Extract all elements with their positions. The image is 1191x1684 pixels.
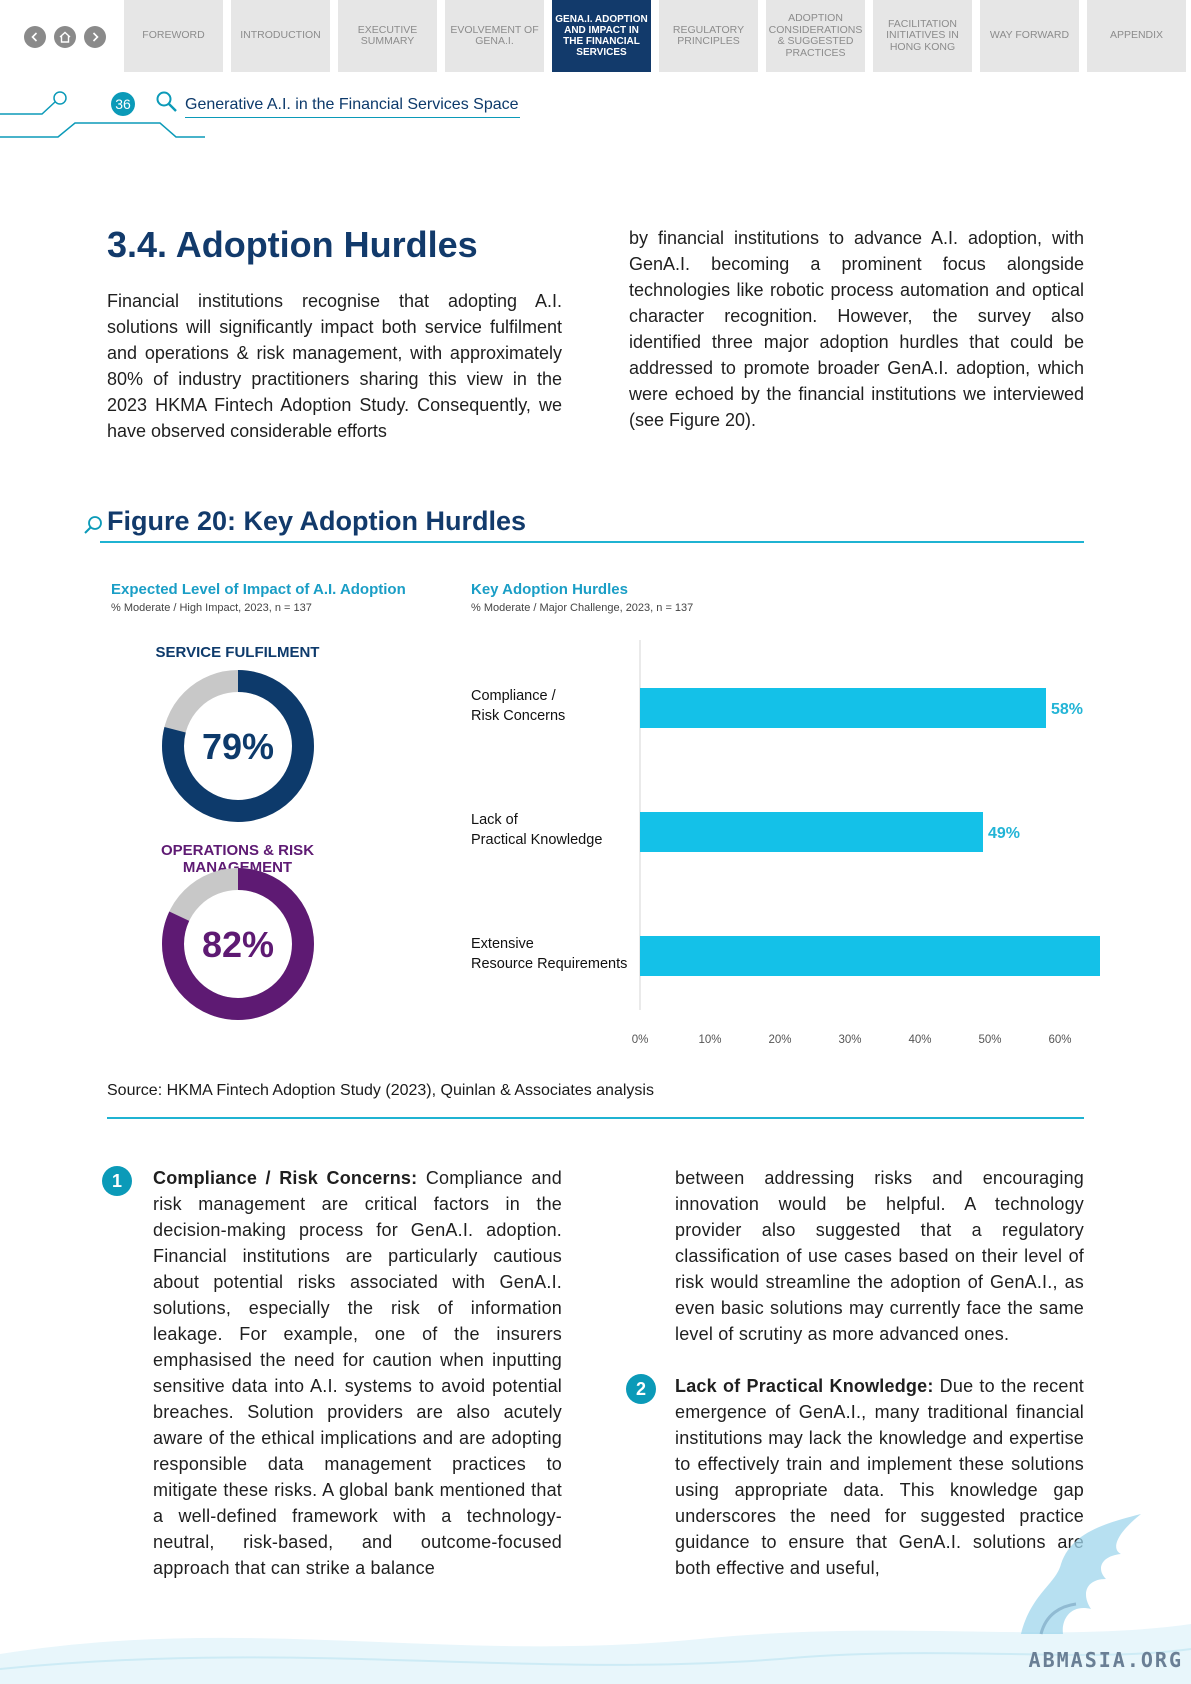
tab-evolvement[interactable]: EVOLVEMENT OF GenA.I. [445,0,544,72]
decorative-wave [0,1624,1191,1684]
intro-paragraph-right: by financial institutions to advance A.I… [629,228,1084,430]
tab-regulatory-principles[interactable]: REGULATORY PRINCIPLES [659,0,758,72]
divider [100,541,1084,543]
figure-source: Source: HKMA Fintech Adoption Study (202… [107,1082,654,1099]
divider [185,117,520,118]
hurdles-bar-chart: 58% Compliance / Risk Concerns 49% Lack of Pr… [471,640,1100,1046]
home-icon[interactable] [54,26,76,48]
hurdle-1-paragraph-continued: between addressing risks and encouraging… [675,1168,1084,1344]
search-icon [156,91,177,112]
bar [640,936,1100,976]
category-label: Resource Requirements [471,956,627,972]
forward-arrow-icon[interactable] [84,26,106,48]
section-heading: 3.4. Adoption Hurdles [107,224,478,265]
bar-value-label: 49% [988,825,1020,842]
dragon-logo-icon [1021,1514,1141,1635]
donut-chart-operations-risk: 82% [162,868,314,1020]
page-navigation [24,26,106,48]
donut-panel-title: Expected Level of Impact of A.I. Adoptio… [111,581,406,598]
hurdle-2-title: Lack of Practical Knowledge: [675,1376,934,1396]
donut-panel-subtitle: % Moderate / High Impact, 2023, n = 137 [111,602,312,614]
page-number-badge: 36 [111,92,135,116]
back-arrow-icon[interactable] [24,26,46,48]
donut-value-label: 82% [202,924,274,965]
donut-value-arc [162,868,314,1020]
category-label: Extensive [471,936,534,952]
tab-foreword[interactable]: FOREWORD [124,0,223,72]
intro-paragraph-left: Financial institutions recognise that ad… [107,291,562,441]
hurdle-1-text: Compliance and risk management are criti… [153,1168,562,1578]
bar [640,812,983,852]
hurdle-1-title: Compliance / Risk Concerns: [153,1168,418,1188]
tab-appendix[interactable]: APPENDIX [1087,0,1186,72]
bar-panel-subtitle: % Moderate / Major Challenge, 2023, n = … [471,602,694,614]
donut-value-arc [162,670,314,822]
x-tick-label: 10% [698,1034,721,1046]
x-tick-label: 30% [838,1034,861,1046]
document-title: Generative A.I. in the Financial Service… [185,96,519,113]
hurdle-2-text: Due to the recent emergence of GenA.I., … [675,1376,1084,1578]
category-label: Lack of [471,812,519,828]
tab-facilitation-initiatives[interactable]: FACILITATION INITIATIVES IN HONG KONG [873,0,972,72]
hurdle-1-paragraph: Compliance / Risk Concerns: Compliance a… [153,1165,562,1581]
bar [640,688,1046,728]
magnifier-icon [84,516,102,534]
x-tick-label: 0% [632,1034,649,1046]
figure-title: Figure 20: Key Adoption Hurdles [107,506,527,536]
x-tick-label: 40% [908,1034,931,1046]
donut-value-label: 79% [202,726,274,767]
section-tabs: FOREWORD INTRODUCTION EXECUTIVE SUMMARY … [124,0,1186,72]
x-tick-label: 50% [978,1034,1001,1046]
tab-way-forward[interactable]: WAY FORWARD [980,0,1079,72]
divider [107,1117,1084,1119]
donut-label-operations: OPERATIONS & RISK MANAGEMENT [160,842,315,876]
x-tick-label: 60% [1048,1034,1071,1046]
category-label: Compliance / [471,688,557,704]
tab-genai-adoption[interactable]: GenA.I. ADOPTION AND IMPACT IN THE FINAN… [552,0,651,72]
donut-label-service: SERVICE FULFILMENT [155,644,320,661]
bar-panel-title: Key Adoption Hurdles [471,581,628,598]
tab-introduction[interactable]: INTRODUCTION [231,0,330,72]
category-label: Risk Concerns [471,708,565,724]
hurdle-number-badge: 1 [102,1166,132,1196]
donut-chart-service-fulfilment: 79% [162,670,314,822]
hurdle-number-badge: 2 [626,1374,656,1404]
header-circuit-lines [0,91,205,138]
watermark: ABMASIA.ORG [1028,1648,1183,1672]
x-tick-label: 20% [768,1034,791,1046]
category-label: Practical Knowledge [471,832,602,848]
hurdle-2-paragraph: Lack of Practical Knowledge: Due to the … [675,1373,1084,1581]
tab-executive-summary[interactable]: EXECUTIVE SUMMARY [338,0,437,72]
tab-adoption-considerations[interactable]: ADOPTION CONSIDERATIONS & SUGGESTED PRAC… [766,0,865,72]
bar-value-label: 58% [1051,701,1083,718]
